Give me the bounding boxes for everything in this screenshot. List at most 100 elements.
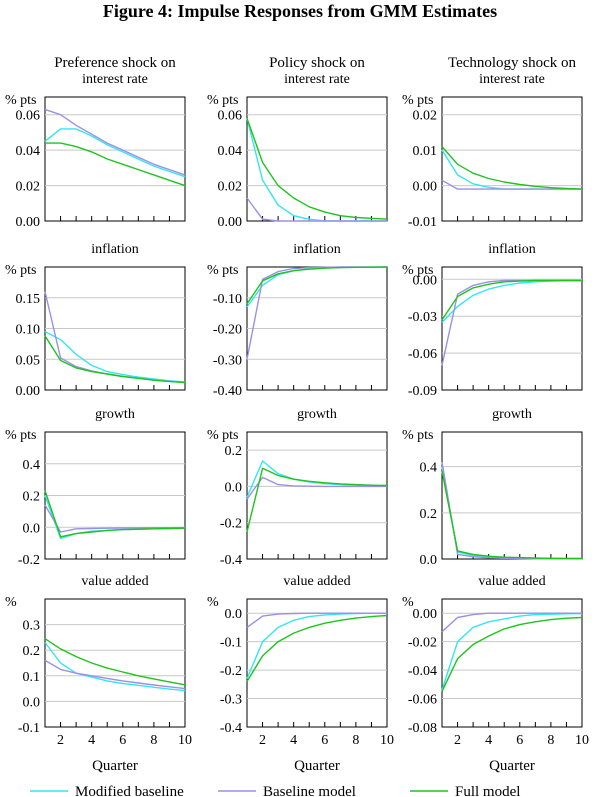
figure-title: Figure 4: Impulse Responses from GMM Est… xyxy=(103,1,497,21)
column-heading-policy: Policy shock on xyxy=(269,55,365,71)
y-tick-label: -0.2 xyxy=(220,517,242,532)
x-tick-label: 2 xyxy=(57,733,64,748)
unit-label: % xyxy=(207,595,219,610)
y-tick-label: 0.0 xyxy=(23,521,41,536)
series-line-modified-baseline xyxy=(44,642,186,692)
x-tick-label: 6 xyxy=(119,733,126,748)
y-tick-label: -0.4 xyxy=(220,553,242,568)
series-line-baseline-model xyxy=(44,291,186,384)
panel-r3c2: -0.08 -0.06 -0.04 -0.02 0.00% 2 4 6 8 10 xyxy=(402,595,589,748)
x-tick-label: 10 xyxy=(178,733,192,748)
unit-label: % pts xyxy=(402,263,434,278)
y-tick-label: -0.2 xyxy=(18,553,40,568)
y-tick-label: 0.00 xyxy=(413,273,438,288)
x-tick-label: 4 xyxy=(290,733,297,748)
y-tick-label: 0.4 xyxy=(420,461,438,476)
y-tick-label: -0.06 xyxy=(408,693,437,708)
x-tick-label: 8 xyxy=(352,733,359,748)
series-line-baseline-model xyxy=(246,197,387,222)
x-tick-label: 2 xyxy=(454,733,461,748)
y-tick-label: -0.2 xyxy=(220,664,242,679)
y-tick-label: 0.00 xyxy=(218,215,243,230)
series-line-baseline-model xyxy=(44,504,186,533)
y-tick-label: -0.03 xyxy=(408,310,437,325)
series-line-full-model xyxy=(246,118,388,220)
y-tick-label: 0.06 xyxy=(16,109,41,124)
x-axis-label: Quarter xyxy=(489,758,535,774)
legend-label-baseline-model: Baseline model xyxy=(263,784,356,797)
plot-frame xyxy=(44,598,186,728)
panel-title-r2c1: growth xyxy=(297,407,337,422)
series-line-modified-baseline xyxy=(246,266,388,308)
series-line-full-model xyxy=(246,467,388,532)
y-tick-label: -0.1 xyxy=(220,636,242,651)
panel-grid: interest rate interest rate interest rate i… xyxy=(5,72,589,774)
y-tick-label: 0.00 xyxy=(16,384,41,399)
plot-frame xyxy=(441,96,583,222)
panel-title-r1c0: inflation xyxy=(91,242,138,257)
y-tick-label: 0.4 xyxy=(23,458,41,473)
panel-title-r3c1: value added xyxy=(283,574,350,589)
series-line-full-model xyxy=(246,614,388,682)
y-tick-label: 0.15 xyxy=(16,292,41,307)
series-line-full-model xyxy=(44,490,186,538)
unit-label: % pts xyxy=(207,428,239,443)
y-tick-label: 0.2 xyxy=(23,490,41,505)
legend-label-modified-baseline: Modified baseline xyxy=(75,784,184,797)
y-tick-label: 0.05 xyxy=(16,353,41,368)
series-line-full-model xyxy=(441,146,583,190)
series-line-modified-baseline xyxy=(44,128,186,178)
series-line-modified-baseline xyxy=(44,330,186,383)
y-tick-label: -0.08 xyxy=(408,721,437,736)
x-tick-label: 8 xyxy=(547,733,554,748)
series-line-full-model xyxy=(44,335,186,384)
y-tick-label: 0.02 xyxy=(218,180,243,195)
y-tick-label: 0.00 xyxy=(413,607,438,622)
y-tick-label: 0.0 xyxy=(225,480,243,495)
y-tick-label: 0.02 xyxy=(16,180,41,195)
y-tick-label: 0.04 xyxy=(218,144,243,159)
panel-r2c2: 0.0 0.2 0.4 % pts xyxy=(402,428,583,568)
y-tick-label: 0.2 xyxy=(225,444,243,459)
y-tick-label: 0.02 xyxy=(413,109,438,124)
panel-r2c1: -0.4 -0.2 0.0 0.2% pts xyxy=(207,428,388,568)
x-tick-label: 4 xyxy=(485,733,492,748)
x-axis-label: Quarter xyxy=(294,758,340,774)
y-tick-label: -0.1 xyxy=(18,721,40,736)
y-tick-label: -0.3 xyxy=(220,693,242,708)
unit-label: % pts xyxy=(207,263,239,278)
panel-r0c1: 0.00 0.02 0.04 0.06% pts xyxy=(207,93,388,230)
panel-title-r0c1: interest rate xyxy=(284,72,350,87)
x-tick-label: 10 xyxy=(575,733,589,748)
y-tick-label: -0.20 xyxy=(213,323,242,338)
series-line-modified-baseline xyxy=(44,495,186,540)
panel-r3c1: -0.4 -0.3 -0.2 -0.1 0.0% 2 4 6 8 10 xyxy=(207,595,394,748)
unit-label: % pts xyxy=(5,93,37,108)
x-tick-label: 6 xyxy=(321,733,328,748)
series-line-full-model xyxy=(441,471,582,560)
column-heading-preference: Preference shock on xyxy=(54,55,176,71)
series-line-baseline-model xyxy=(441,461,582,560)
y-tick-label: -0.4 xyxy=(220,721,242,736)
unit-label: % pts xyxy=(207,93,239,108)
unit-label: % xyxy=(5,595,17,610)
y-tick-label: 0.0 xyxy=(23,695,41,710)
series-line-full-model xyxy=(441,279,582,321)
panel-r0c0: 0.00 0.02 0.04 0.06% pts xyxy=(5,93,186,230)
y-tick-label: 0.0 xyxy=(225,607,243,622)
series-line-baseline-model xyxy=(441,179,582,190)
column-heading-technology: Technology shock on xyxy=(448,55,577,71)
y-tick-label: 0.00 xyxy=(16,215,41,230)
y-tick-label: -0.01 xyxy=(408,215,437,230)
y-tick-label: -0.40 xyxy=(213,384,242,399)
unit-label: % pts xyxy=(402,93,434,108)
series-line-full-model xyxy=(44,638,186,686)
series-line-baseline-model xyxy=(246,476,387,500)
plot-frame xyxy=(44,96,186,222)
plot-frame xyxy=(246,96,388,222)
panel-r2c0: -0.2 0.0 0.2 0.4 % pts xyxy=(5,428,186,568)
y-tick-label: -0.04 xyxy=(408,664,437,679)
x-tick-label: 4 xyxy=(88,733,95,748)
legend: Modified baseline Baseline model Full mode… xyxy=(30,784,520,797)
